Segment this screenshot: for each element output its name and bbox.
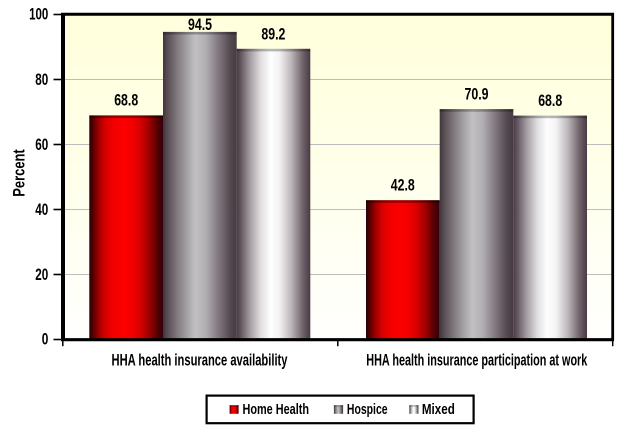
svg-text:89.2: 89.2 [261,25,285,43]
svg-text:68.8: 68.8 [538,92,562,110]
svg-text:80: 80 [35,71,48,89]
svg-text:HHA health insurance participa: HHA health insurance participation at wo… [366,351,588,369]
svg-text:Mixed: Mixed [422,401,455,418]
svg-text:68.8: 68.8 [114,91,138,109]
svg-text:40: 40 [35,201,48,219]
svg-text:20: 20 [35,266,48,284]
svg-text:100: 100 [29,6,48,24]
svg-text:94.5: 94.5 [188,16,212,34]
svg-text:70.9: 70.9 [465,86,489,104]
svg-text:HHA health insurance availabil: HHA health insurance availability [112,351,288,369]
svg-text:60: 60 [35,136,48,154]
svg-text:42.8: 42.8 [391,177,415,195]
svg-text:0: 0 [42,330,49,348]
svg-text:Home Health: Home Health [243,401,310,418]
svg-text:Percent: Percent [9,149,28,197]
svg-text:Hospice: Hospice [347,401,388,418]
